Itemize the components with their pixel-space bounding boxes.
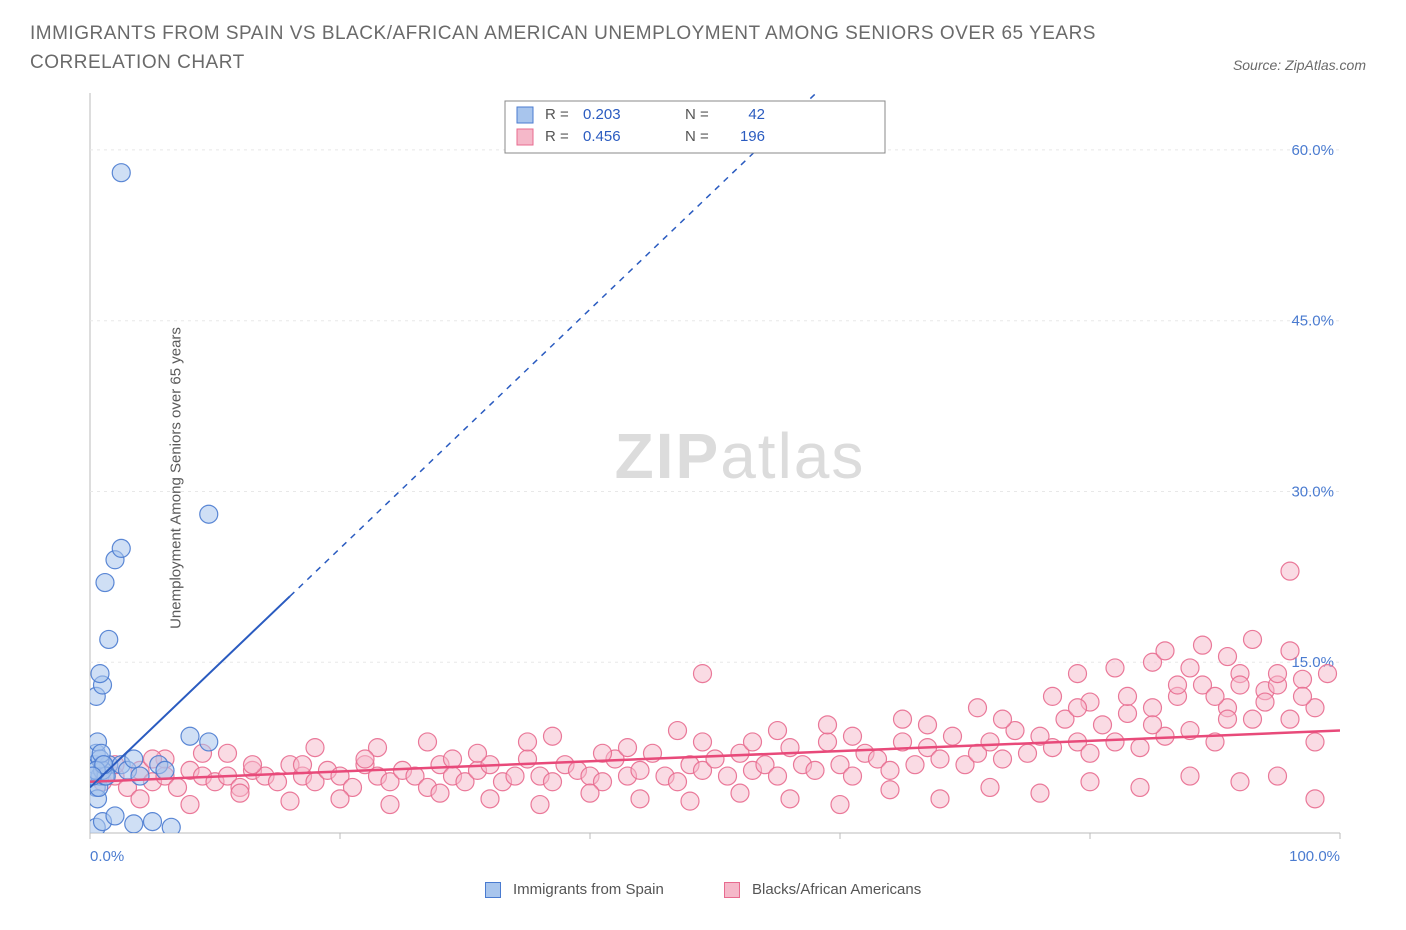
svg-text:0.0%: 0.0% (90, 848, 124, 865)
legend-item-black: Blacks/African Americans (724, 881, 921, 898)
svg-text:0.203: 0.203 (583, 106, 621, 123)
svg-text:0.456: 0.456 (583, 128, 621, 145)
chart-container: Unemployment Among Seniors over 65 years… (30, 83, 1376, 873)
svg-text:100.0%: 100.0% (1289, 848, 1340, 865)
svg-text:42: 42 (748, 106, 765, 123)
svg-text:ZIPatlas: ZIPatlas (615, 420, 866, 492)
svg-text:196: 196 (740, 128, 765, 145)
svg-text:30.0%: 30.0% (1291, 483, 1334, 500)
bottom-legend: Immigrants from Spain Blacks/African Ame… (30, 881, 1376, 898)
svg-text:R =: R = (545, 128, 569, 145)
y-axis-label: Unemployment Among Seniors over 65 years (167, 327, 184, 629)
legend-item-spain: Immigrants from Spain (485, 881, 664, 898)
legend-label-black: Blacks/African Americans (752, 881, 921, 898)
svg-text:45.0%: 45.0% (1291, 313, 1334, 330)
scatter-chart: 15.0%30.0%45.0%60.0%0.0%100.0%ZIPatlasR … (30, 83, 1350, 873)
svg-text:N =: N = (685, 106, 709, 123)
svg-text:N =: N = (685, 128, 709, 145)
legend-label-spain: Immigrants from Spain (513, 881, 664, 898)
svg-text:R =: R = (545, 106, 569, 123)
svg-text:60.0%: 60.0% (1291, 142, 1334, 159)
legend-swatch-spain (485, 882, 501, 898)
legend-swatch-black (724, 882, 740, 898)
